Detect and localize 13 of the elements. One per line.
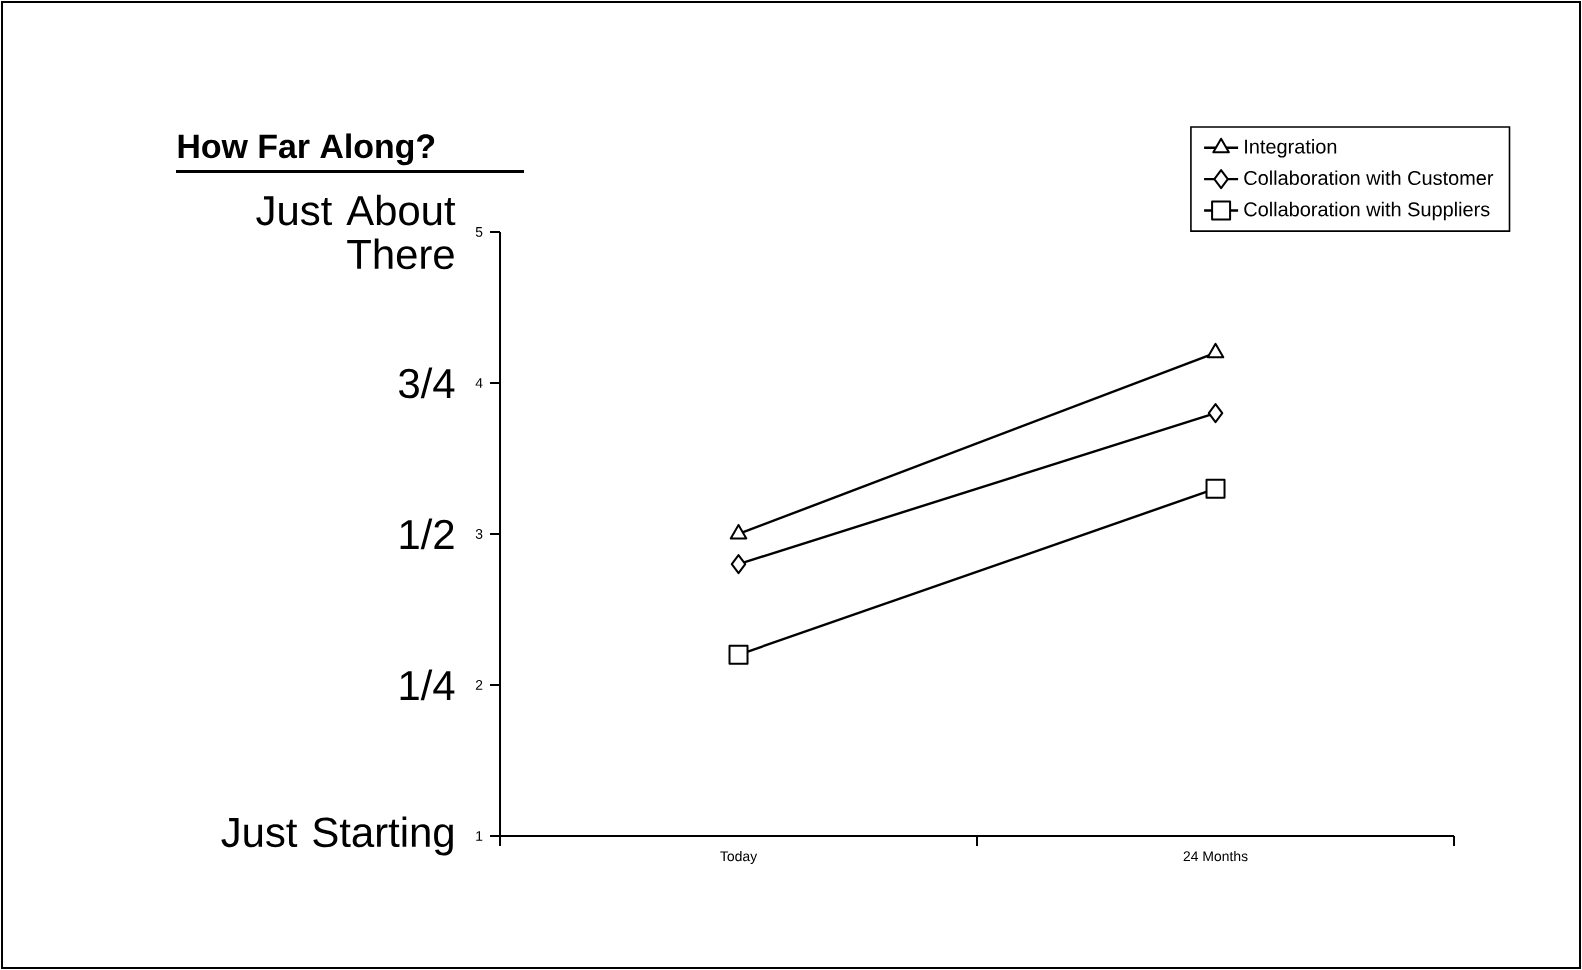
text: Just About There	[256, 194, 456, 270]
legend-label: Collaboration with Suppliers	[1244, 201, 1490, 221]
text: 3/4	[399, 367, 455, 399]
legend-label: Collaboration with Customer	[1244, 170, 1494, 186]
text: 1/2	[400, 518, 454, 550]
point	[730, 554, 747, 575]
chart-title: How Far Along?	[178, 133, 435, 166]
text: 1/4	[400, 669, 455, 701]
point	[1207, 403, 1224, 424]
point	[728, 644, 749, 665]
text: Just Starting	[221, 816, 453, 856]
point	[1205, 478, 1226, 499]
legend-label: Integration	[1245, 139, 1337, 158]
